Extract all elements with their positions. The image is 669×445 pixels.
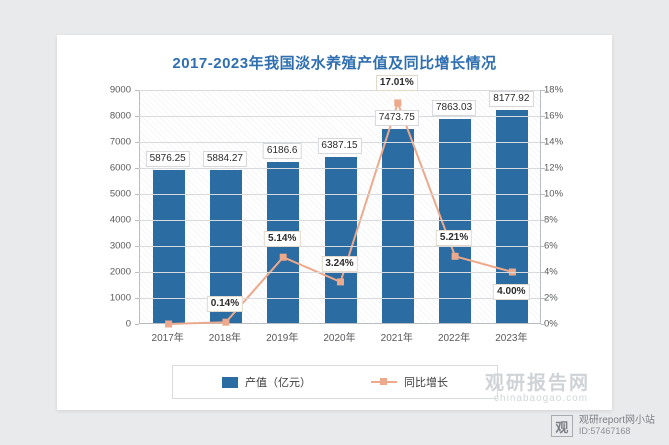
- watermark-main: 观研报告网: [484, 373, 590, 394]
- right-axis-line: [540, 90, 541, 324]
- line-marker: [222, 318, 230, 326]
- line-marker: [337, 278, 344, 286]
- line-marker: [451, 252, 459, 260]
- y-axis-tick-right: 10%: [544, 188, 564, 200]
- gridline: [139, 90, 540, 91]
- gridline: [139, 116, 540, 117]
- legend-bar-label: 产值（亿元）: [245, 377, 311, 389]
- chart-card: 2017-2023年我国淡水养殖产值及同比增长情况 0 0% 1000 2% 2000 4…: [57, 35, 612, 410]
- y-axis-tick-left: 2000: [109, 266, 131, 278]
- y-axis-tick-right: 12%: [544, 162, 564, 174]
- tick-mark: [541, 220, 545, 221]
- footer-line2: ID:57467168: [578, 426, 631, 436]
- tick-mark: [541, 168, 545, 169]
- tick-mark: [135, 90, 139, 91]
- gridline: [139, 272, 540, 273]
- y-axis-tick-left: 7000: [109, 136, 131, 148]
- legend-line-label: 同比增长: [404, 377, 448, 389]
- y-axis-tick-left: 4000: [109, 214, 131, 226]
- x-axis-label: 2022年: [437, 333, 471, 344]
- tick-mark: [541, 142, 545, 143]
- tick-mark: [541, 90, 545, 91]
- y-axis-tick-left: 8000: [109, 110, 131, 122]
- bar-value-label: 7473.75: [374, 109, 419, 126]
- y-axis-tick-right: 16%: [544, 110, 564, 122]
- bar-value-label: 5876.25: [145, 151, 190, 168]
- plot-area: [139, 90, 540, 328]
- y-axis-tick-right: 2%: [544, 292, 558, 304]
- tick-mark: [135, 194, 139, 195]
- y-axis-tick-left: 5000: [109, 188, 131, 200]
- tick-mark: [135, 246, 139, 247]
- y-axis-tick-right: 14%: [544, 136, 564, 148]
- tick-mark: [541, 272, 545, 273]
- y-axis-tick-left: 9000: [109, 84, 131, 96]
- percent-value-label: 0.14%: [206, 296, 244, 313]
- percent-value-label: 3.24%: [321, 255, 358, 272]
- bar-value-label: 6186.6: [262, 143, 302, 160]
- tick-mark: [135, 168, 139, 169]
- tick-mark: [135, 298, 139, 299]
- bar: [381, 128, 414, 323]
- bar-value-label: 5884.27: [202, 151, 247, 167]
- legend-line-swatch-icon: [371, 377, 397, 387]
- footer-logo-icon: 观: [550, 415, 573, 437]
- tick-mark: [135, 220, 139, 221]
- tick-mark: [135, 272, 139, 273]
- legend-bar-swatch-icon: [222, 376, 238, 388]
- bar: [324, 156, 357, 323]
- line-series: [165, 99, 516, 328]
- y-axis-tick-left: 1000: [109, 292, 131, 304]
- tick-mark: [541, 324, 545, 325]
- tick-mark: [135, 142, 139, 143]
- x-axis-label: 2019年: [266, 333, 299, 344]
- y-axis-tick-left: 0: [125, 318, 131, 330]
- footer-line1: 观研report网小站: [578, 415, 655, 426]
- bar-value-label: 7863.03: [431, 99, 477, 116]
- chart-title: 2017-2023年我国淡水养殖产值及同比增长情况: [172, 55, 497, 72]
- bar-value-label: 6387.15: [317, 137, 362, 154]
- gridline: [139, 168, 540, 169]
- tick-mark: [541, 116, 545, 117]
- legend-item-bar[interactable]: 产值（亿元）: [222, 374, 311, 390]
- x-axis-label: 2018年: [208, 333, 242, 344]
- tick-mark: [541, 246, 545, 247]
- percent-value-label: 17.01%: [375, 74, 418, 91]
- line-marker: [279, 253, 287, 261]
- y-axis-tick-right: 8%: [544, 214, 558, 226]
- gridline: [139, 194, 540, 195]
- percent-value-label: 4.00%: [493, 284, 530, 300]
- percent-value-label: 5.14%: [264, 231, 301, 248]
- line-marker: [394, 99, 402, 107]
- y-axis-tick-left: 6000: [109, 162, 131, 174]
- tick-mark: [541, 194, 545, 195]
- y-axis-tick-right: 4%: [544, 266, 558, 278]
- y-axis-tick-right: 6%: [544, 240, 558, 252]
- gridline: [139, 246, 540, 247]
- page-footer: 观 观研report网小站 ID:57467168: [550, 415, 655, 437]
- legend-item-line[interactable]: 同比增长: [371, 374, 448, 390]
- y-axis-tick-right: 18%: [544, 84, 564, 96]
- gridline: [139, 298, 540, 299]
- footer-text: 观研report网小站 ID:57467168: [579, 415, 655, 437]
- tick-mark: [135, 116, 139, 117]
- chart-legend: 产值（亿元） 同比增长: [172, 365, 498, 399]
- x-axis-label: 2021年: [380, 333, 413, 344]
- gridline: [139, 220, 540, 221]
- watermark-sub: chinabaogao.com: [494, 393, 588, 404]
- bar-value-label: 8177.92: [489, 91, 534, 108]
- line-marker: [165, 320, 173, 328]
- x-axis-labels: 2017年 2018年 2019年 2020年 2021年 2022年 2023年: [139, 327, 540, 345]
- percent-value-label: 5.21%: [435, 230, 473, 247]
- y-axis-tick-left: 3000: [109, 240, 131, 252]
- trend-line: [168, 99, 513, 325]
- y-axis-tick-right: 0%: [544, 318, 558, 330]
- tick-mark: [135, 324, 139, 325]
- tick-mark: [541, 298, 545, 299]
- x-axis-label: 2023年: [495, 333, 528, 344]
- x-axis-label: 2017年: [151, 333, 184, 344]
- x-axis-label: 2020年: [323, 333, 356, 344]
